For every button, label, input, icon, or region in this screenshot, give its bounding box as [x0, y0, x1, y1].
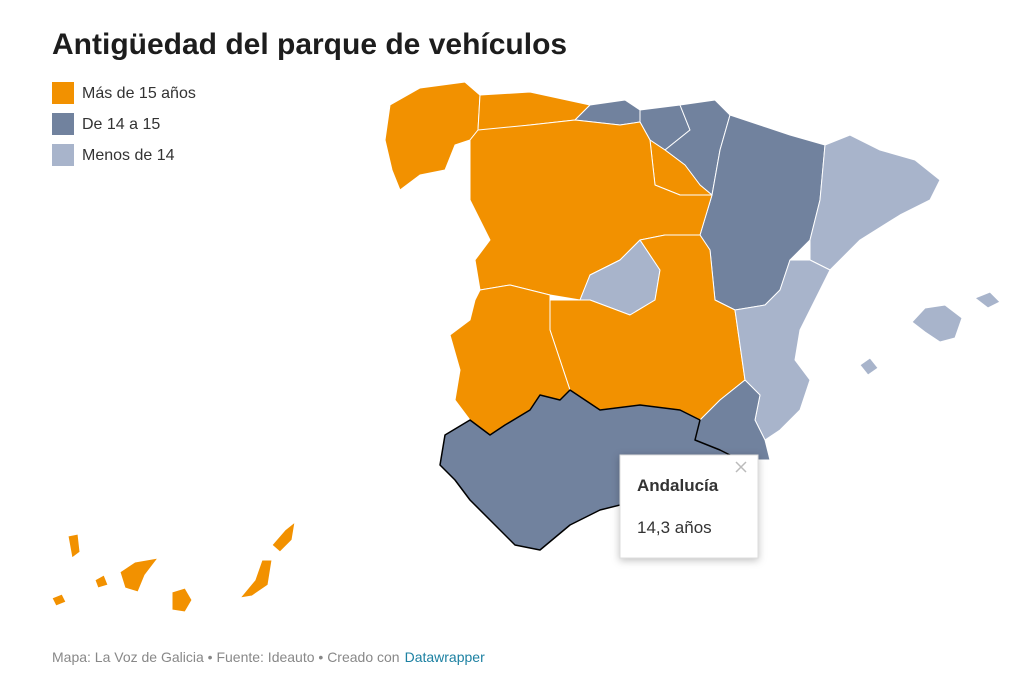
legend-swatch [52, 144, 74, 166]
region[interactable] [94, 574, 109, 589]
region[interactable] [974, 291, 1001, 309]
footer-text: Mapa: La Voz de Galicia • Fuente: Ideaut… [52, 649, 400, 665]
region[interactable] [271, 521, 296, 553]
region[interactable] [171, 587, 193, 613]
legend-swatch [52, 82, 74, 104]
region[interactable] [809, 134, 941, 271]
tooltip-value: 14,3 años [637, 518, 712, 537]
footer: Mapa: La Voz de Galicia • Fuente: Ideaut… [52, 649, 485, 665]
legend: Más de 15 años De 14 a 15 Menos de 14 [52, 82, 196, 166]
tooltip: Andalucía 14,3 años [619, 454, 759, 559]
legend-label: De 14 a 15 [82, 116, 160, 133]
legend-label: Más de 15 años [82, 85, 196, 102]
region[interactable] [384, 81, 481, 191]
region[interactable] [859, 357, 879, 376]
region[interactable] [51, 593, 67, 607]
region[interactable] [67, 533, 81, 559]
footer-link[interactable]: Datawrapper [405, 649, 485, 665]
tooltip-title: Andalucía [637, 476, 719, 495]
close-icon[interactable] [735, 461, 747, 473]
legend-label: Menos de 14 [82, 147, 175, 164]
region[interactable] [911, 304, 963, 343]
title: Antigüedad del parque de vehículos [52, 28, 567, 61]
map [51, 81, 1001, 613]
legend-swatch [52, 113, 74, 135]
tooltip-box [619, 454, 759, 559]
region[interactable] [239, 559, 273, 599]
region[interactable] [119, 557, 159, 593]
